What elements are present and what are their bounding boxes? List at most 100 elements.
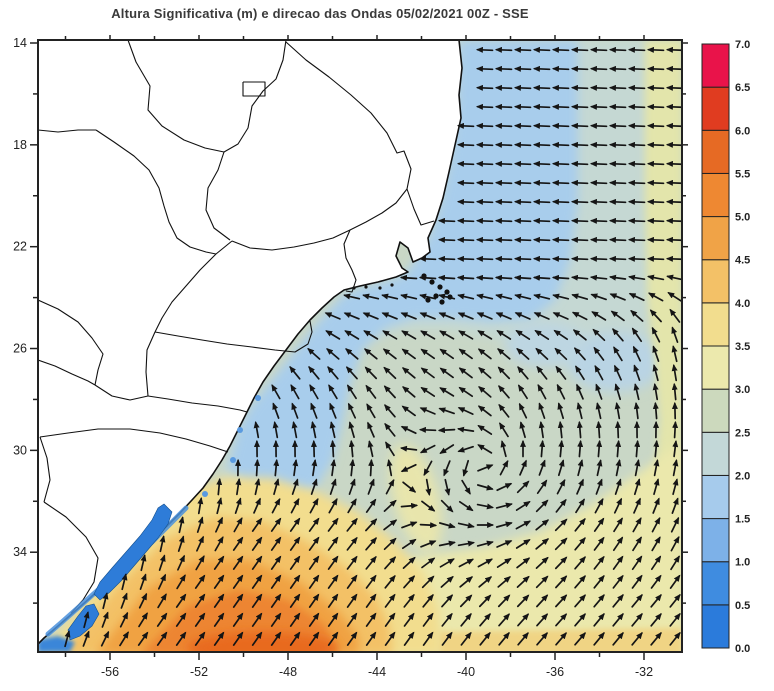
wave-arrow bbox=[477, 464, 494, 472]
wave-arrow bbox=[609, 274, 627, 281]
wave-arrow bbox=[555, 365, 567, 380]
wave-arrow bbox=[270, 536, 282, 551]
wave-arrow bbox=[608, 179, 627, 186]
colorbar-label: 1.5 bbox=[735, 514, 750, 526]
wave-arrow bbox=[494, 236, 513, 243]
wave-arrow bbox=[538, 421, 545, 439]
wave-arrow bbox=[669, 612, 681, 627]
lagoon-1 bbox=[67, 603, 100, 641]
wave-arrow bbox=[64, 630, 71, 648]
wave-arrow bbox=[538, 459, 546, 476]
wave-arrow bbox=[647, 274, 665, 281]
colorbar-label: 1.0 bbox=[735, 557, 750, 569]
wave-arrow bbox=[475, 46, 494, 53]
wave-arrow bbox=[419, 444, 436, 454]
wave-arrow bbox=[420, 387, 436, 397]
wave-arrow bbox=[665, 65, 682, 72]
wave-arrow bbox=[384, 612, 396, 627]
wave-arrow bbox=[551, 255, 570, 262]
wave-arrow bbox=[576, 383, 584, 400]
wave-arrow bbox=[327, 593, 339, 608]
wave-arrow bbox=[477, 558, 494, 568]
wave-arrow bbox=[627, 84, 646, 91]
wave-arrow bbox=[422, 631, 434, 646]
wave-arrow bbox=[596, 439, 603, 458]
wave-arrow bbox=[368, 458, 375, 477]
wave-arrow bbox=[513, 217, 532, 224]
wave-arrow bbox=[556, 478, 566, 495]
wave-arrow bbox=[571, 293, 589, 300]
wave-arrow bbox=[233, 517, 243, 533]
wave-arrow bbox=[630, 309, 644, 322]
wave-arrow bbox=[628, 292, 645, 302]
wave-arrow bbox=[251, 536, 263, 551]
x-axis-label: -48 bbox=[279, 665, 297, 679]
wave-arrow bbox=[456, 179, 475, 186]
wave-arrow bbox=[402, 386, 416, 398]
wave-arrow bbox=[551, 65, 570, 72]
wave-arrow bbox=[513, 236, 532, 243]
wave-arrow bbox=[574, 575, 586, 589]
wave-arrow bbox=[419, 312, 436, 320]
wave-arrow bbox=[589, 217, 608, 224]
island-cluster-dot bbox=[439, 299, 445, 305]
wave-arrow bbox=[532, 198, 551, 205]
wave-arrow bbox=[477, 444, 493, 454]
wave-arrow bbox=[458, 500, 474, 512]
wave-arrow bbox=[593, 574, 605, 589]
wave-arrow bbox=[232, 536, 244, 551]
wave-arrow bbox=[519, 459, 527, 476]
wave-arrow bbox=[496, 330, 512, 340]
colorbar-cell bbox=[701, 474, 730, 520]
wave-arrow bbox=[291, 421, 298, 439]
wave-arrow bbox=[665, 122, 682, 129]
wave-arrow bbox=[420, 540, 437, 548]
wave-arrow bbox=[574, 632, 586, 646]
wave-arrow bbox=[646, 236, 665, 243]
x-axis-label: -44 bbox=[368, 665, 386, 679]
wave-region-patch-ne-eddy-2 bbox=[505, 323, 585, 367]
coastal-water-dot bbox=[237, 427, 243, 433]
wave-arrow bbox=[516, 557, 531, 569]
wave-arrow bbox=[178, 516, 185, 534]
wave-arrow bbox=[119, 631, 129, 647]
wave-arrow bbox=[576, 402, 583, 420]
wave-arrow bbox=[632, 345, 642, 362]
wave-arrow bbox=[593, 631, 605, 646]
wave-arrow bbox=[365, 593, 377, 608]
wave-arrow bbox=[382, 330, 398, 340]
wave-arrow bbox=[477, 405, 492, 417]
wave-arrow bbox=[401, 521, 418, 529]
wave-arrow bbox=[401, 348, 416, 360]
wave-arrow bbox=[516, 347, 530, 360]
wave-arrow bbox=[631, 593, 643, 608]
wave-arrow bbox=[574, 613, 586, 627]
wave-arrow bbox=[289, 612, 301, 627]
wave-arrow bbox=[346, 631, 358, 646]
wave-arrow bbox=[570, 46, 589, 53]
wave-arrow bbox=[653, 439, 660, 458]
wave-arrow bbox=[156, 631, 168, 646]
wave-arrow bbox=[365, 498, 377, 513]
wave-arrow bbox=[672, 440, 679, 458]
wave-arrow bbox=[83, 611, 90, 629]
wave-arrow bbox=[608, 65, 627, 72]
wave-arrow bbox=[631, 631, 643, 646]
wave-arrow bbox=[422, 612, 434, 627]
wave-arrow bbox=[494, 65, 513, 72]
wave-arrow bbox=[498, 631, 510, 646]
wave-arrow bbox=[631, 555, 643, 571]
state-border-15 bbox=[39, 436, 51, 503]
wave-arrow bbox=[589, 255, 608, 262]
wave-arrow bbox=[514, 293, 532, 300]
wave-arrow bbox=[557, 459, 565, 477]
wave-arrow bbox=[570, 141, 589, 148]
wave-arrow bbox=[633, 402, 640, 420]
wave-arrow bbox=[100, 630, 110, 647]
wave-arrow bbox=[535, 556, 549, 569]
wave-arrow bbox=[554, 347, 568, 361]
wave-arrow bbox=[498, 385, 510, 399]
wave-arrow bbox=[347, 384, 357, 400]
wave-arrow bbox=[647, 292, 664, 302]
x-axis-label: -52 bbox=[190, 665, 208, 679]
